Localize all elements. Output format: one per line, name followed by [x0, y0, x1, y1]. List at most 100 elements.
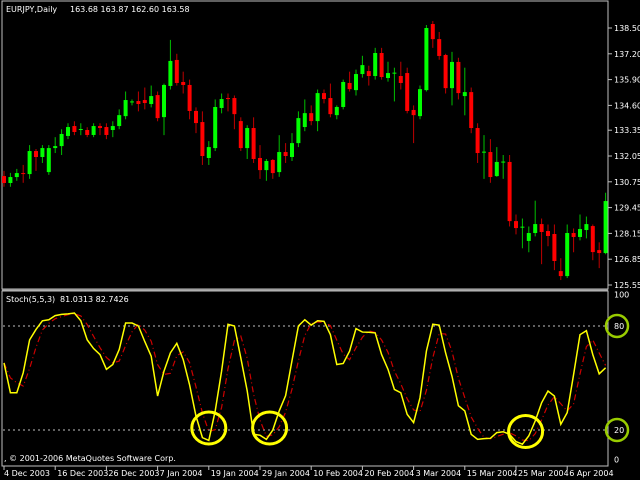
bear-candle: [104, 127, 109, 135]
annotations: [190, 313, 630, 449]
candlestick-series: [2, 21, 608, 281]
axis-highlight-circle: [604, 417, 630, 443]
bull-candle: [206, 147, 211, 158]
bear-candle: [322, 93, 326, 100]
pane-separator: [2, 289, 608, 291]
stoch-series: [3, 312, 607, 446]
bull-candle: [584, 224, 589, 231]
bear-candle: [571, 233, 576, 237]
bull-candle: [91, 126, 96, 135]
bull-candle: [66, 127, 70, 136]
date-tick-label: 25 Mar 2004: [518, 469, 569, 478]
bear-candle: [366, 71, 371, 77]
bull-candle: [494, 161, 499, 177]
bull-candle: [520, 226, 525, 228]
bull-candle: [418, 89, 422, 117]
bull-candle: [40, 148, 45, 157]
bear-candle: [469, 92, 474, 129]
bear-candle: [136, 101, 141, 105]
date-tick-label: 16 Dec 2003: [57, 469, 108, 478]
bull-candle: [130, 101, 134, 103]
date-tick-label: 6 Apr 2004: [569, 469, 613, 478]
bull-candle: [219, 99, 224, 108]
main-pane-border: [1, 0, 609, 290]
date-axis: 4 Dec 2003 16 Dec 2003 26 Dec 2003 7 Jan 20…: [3, 466, 614, 478]
bull-candle: [27, 151, 32, 175]
bull-candle: [290, 143, 294, 157]
bear-candle: [328, 98, 333, 115]
bear-candle: [174, 59, 179, 83]
bear-candle: [226, 98, 230, 100]
bull-candle: [450, 61, 454, 89]
bear-candle: [2, 176, 6, 183]
bull-candle: [533, 224, 538, 234]
bear-candle: [597, 250, 602, 254]
date-tick-label: 3 Mar 2004: [416, 469, 462, 478]
bull-candle: [46, 148, 51, 173]
bull-candle: [462, 92, 467, 97]
price-tick-label: 126.85: [614, 255, 640, 264]
bull-candle: [341, 81, 346, 107]
indicator-label: Stoch(5,5,3): [6, 295, 55, 304]
bull-candle: [334, 106, 339, 116]
ohlc-label: 163.68 163.87 162.60 163.58: [70, 5, 190, 14]
bear-candle: [187, 84, 192, 111]
price-tick-label: 128.15: [614, 229, 640, 238]
bull-candle: [565, 233, 570, 277]
bull-candle: [168, 60, 173, 86]
bear-candle: [21, 173, 26, 175]
bear-candle: [85, 130, 90, 135]
bear-candle: [258, 157, 262, 171]
date-tick-label: 7 Jan 2004: [160, 469, 203, 478]
bull-candle: [302, 113, 307, 128]
bear-candle: [72, 126, 77, 132]
bear-candle: [155, 95, 160, 119]
price-tick-label: 129.45: [614, 204, 640, 213]
highlight-circle: [190, 410, 228, 446]
bull-candle: [424, 28, 429, 91]
bear-candle: [430, 24, 435, 40]
price-tick-label: 134.60: [614, 101, 640, 110]
bear-candle: [181, 81, 186, 85]
bull-candle: [360, 65, 365, 75]
bear-candle: [270, 159, 275, 174]
bear-candle: [398, 76, 403, 83]
bear-candle: [251, 128, 256, 159]
bull-candle: [296, 118, 301, 144]
stoch-axis: 100 80 20 0: [3, 290, 629, 465]
date-tick-label: 10 Feb 2004: [313, 469, 363, 478]
bear-candle: [379, 53, 384, 78]
stoch-signal-line: [3, 313, 607, 442]
bear-candle: [552, 234, 557, 261]
stoch-main-line: [3, 312, 607, 446]
highlight-circle: [251, 410, 289, 446]
bull-candle: [8, 177, 13, 183]
chart-frame: [1, 0, 609, 467]
bull-candle: [501, 161, 506, 163]
bear-candle: [475, 128, 480, 154]
bear-candle: [309, 113, 314, 122]
price-tick-label: 137.20: [614, 50, 640, 59]
bull-candle: [373, 53, 378, 77]
bear-candle: [405, 73, 410, 111]
stoch-tick-label: 0: [614, 456, 619, 465]
date-tick-label: 19 Jan 2004: [211, 469, 259, 478]
date-tick-label: 26 Dec 2003: [108, 469, 159, 478]
bear-candle: [200, 122, 205, 157]
bear-candle: [437, 39, 442, 56]
bear-candle: [443, 54, 448, 89]
stoch-tick-label: 20: [614, 426, 624, 435]
bull-candle: [315, 93, 320, 122]
bear-candle: [507, 161, 512, 222]
bear-candle: [238, 121, 243, 149]
bear-candle: [514, 221, 518, 229]
bear-candle: [98, 126, 102, 129]
bear-candle: [539, 224, 544, 233]
price-tick-label: 135.90: [614, 76, 640, 85]
bear-candle: [34, 151, 38, 157]
highlight-circle: [507, 413, 545, 449]
bull-candle: [117, 115, 122, 127]
bull-candle: [53, 146, 58, 149]
bear-candle: [558, 271, 563, 277]
